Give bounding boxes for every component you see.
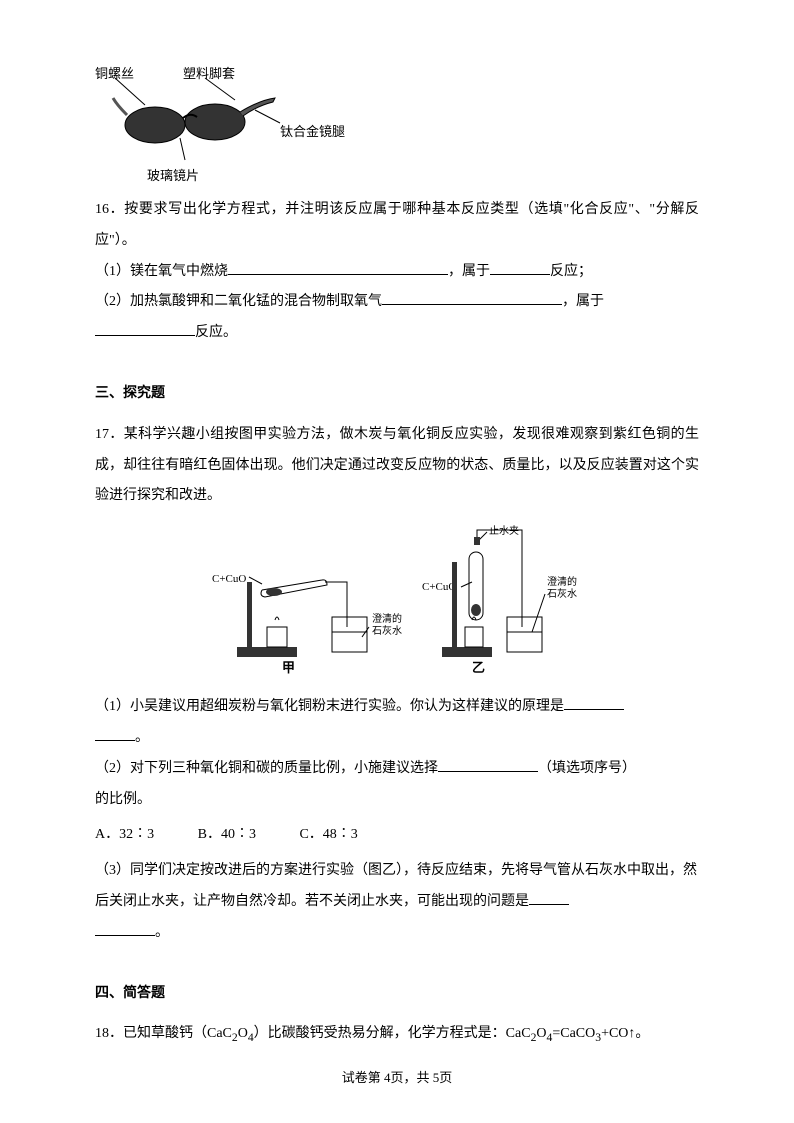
q17-sub2-text: （2）对下列三种氧化铜和碳的质量比例，小施建议选择: [95, 761, 438, 776]
glasses-diagram: 铜螺丝 塑料脚套 钛合金镜腿 玻璃镜片: [95, 60, 375, 180]
q17-stem: 17．某科学兴趣小组按图甲实验方法，做木炭与氧化铜反应实验，发现很难观察到紫红色…: [95, 420, 699, 512]
option-c[interactable]: C．48∶3: [299, 820, 357, 851]
page-footer: 试卷第 4页，共 5页: [0, 1064, 794, 1093]
diagram-label-limewater-1: 澄清的: [372, 612, 402, 625]
glasses-icon: [95, 60, 375, 180]
experiment-diagram: C+CuO 澄清的 石灰水 甲 止水夹 C+CuO: [207, 522, 587, 682]
q18-d: +CO↑。: [601, 1026, 649, 1041]
diagram-label-ccuo-2: C+CuO: [422, 581, 456, 593]
q16-sub2-line2: 反应。: [95, 318, 699, 349]
question-18: 18．已知草酸钙（CaC2O4）比碳酸钙受热易分解，化学方程式是：CaC2O4=…: [95, 1019, 699, 1050]
blank-input[interactable]: [382, 287, 562, 305]
diagram-label-limewater-1b: 石灰水: [372, 624, 402, 637]
blank-input[interactable]: [95, 918, 155, 936]
diagram-label-limewater-2b: 石灰水: [547, 587, 577, 600]
question-17: 17．某科学兴趣小组按图甲实验方法，做木炭与氧化铜反应实验，发现很难观察到紫红色…: [95, 420, 699, 949]
q16-sub2-mid: ，属于: [562, 294, 604, 309]
q17-sub3: （3）同学们决定按改进后的方案进行实验（图乙），待反应结束，先将导气管从石灰水中…: [95, 856, 699, 918]
blank-input[interactable]: [438, 754, 538, 772]
q16-sub1-end: 反应；: [550, 264, 592, 279]
q17-stem-text: 某科学兴趣小组按图甲实验方法，做木炭与氧化铜反应实验，发现很难观察到紫红色铜的生…: [95, 427, 699, 504]
question-16: 16．按要求写出化学方程式，并注明该反应属于哪种基本反应类型（选填"化合反应"、…: [95, 195, 699, 349]
q17-sub2-mid: （填选项序号）: [538, 761, 636, 776]
experiment-apparatus-icon: C+CuO 澄清的 石灰水 甲 止水夹 C+CuO: [207, 522, 587, 682]
q17-sub1-end: 。: [135, 730, 149, 745]
q18-b: ）比碳酸钙受热易分解，化学方程式是：CaC: [254, 1026, 531, 1041]
q16-sub2-end: 反应。: [195, 325, 237, 340]
blank-input[interactable]: [95, 318, 195, 336]
q17-sub2: （2）对下列三种氧化铜和碳的质量比例，小施建议选择 （填选项序号）: [95, 754, 699, 785]
q17-sub1-text: （1）小吴建议用超细炭粉与氧化铜粉末进行实验。你认为这样建议的原理是: [95, 699, 564, 714]
q17-sub1: （1）小吴建议用超细炭粉与氧化铜粉末进行实验。你认为这样建议的原理是: [95, 692, 699, 723]
q16-sub1-text: （1）镁在氧气中燃烧: [95, 264, 228, 279]
q18-o: O: [238, 1026, 248, 1041]
q16-stem-text: 按要求写出化学方程式，并注明该反应属于哪种基本反应类型（选填"化合反应"、"分解…: [95, 202, 699, 248]
q17-prefix: 17．: [95, 427, 124, 442]
blank-input[interactable]: [490, 257, 550, 275]
q17-sub1-line2: 。: [95, 723, 699, 754]
blank-input[interactable]: [95, 723, 135, 741]
option-b[interactable]: B．40∶3: [198, 820, 256, 851]
q18-c: =CaCO: [552, 1026, 595, 1041]
q17-sub3-text: （3）同学们决定按改进后的方案进行实验（图乙），待反应结束，先将导气管从石灰水中…: [95, 863, 697, 909]
q16-sub1: （1）镁在氧气中燃烧 ，属于 反应；: [95, 257, 699, 288]
q17-sub2-end: 的比例。: [95, 792, 151, 807]
q17-options: A．32∶3 B．40∶3 C．48∶3: [95, 820, 699, 851]
diagram-label-ccuo-1: C+CuO: [212, 573, 246, 585]
q16-sub2: （2）加热氯酸钾和二氧化锰的混合物制取氧气 ，属于: [95, 287, 699, 318]
q17-sub3-end: 。: [155, 925, 169, 940]
option-a[interactable]: A．32∶3: [95, 820, 154, 851]
section-3-title: 三、探究题: [95, 379, 699, 410]
diagram-label-jia: 甲: [282, 660, 295, 675]
q18-a: 已知草酸钙（CaC: [123, 1026, 232, 1041]
section-4-title: 四、简答题: [95, 979, 699, 1010]
q17-sub2-line2: 的比例。: [95, 785, 699, 816]
q16-sub2-text: （2）加热氯酸钾和二氧化锰的混合物制取氧气: [95, 294, 382, 309]
q16-prefix: 16．: [95, 202, 124, 217]
blank-input[interactable]: [529, 887, 569, 905]
q16-stem: 16．按要求写出化学方程式，并注明该反应属于哪种基本反应类型（选填"化合反应"、…: [95, 195, 699, 257]
diagram-label-limewater-2: 澄清的: [547, 575, 577, 588]
blank-input[interactable]: [564, 692, 624, 710]
q16-sub1-mid: ，属于: [448, 264, 490, 279]
diagram-label-yi: 乙: [472, 660, 485, 675]
blank-input[interactable]: [228, 257, 448, 275]
q18-stem: 18．已知草酸钙（CaC2O4）比碳酸钙受热易分解，化学方程式是：CaC2O4=…: [95, 1019, 699, 1050]
q17-sub3-line2: 。: [95, 918, 699, 949]
q18-o2: O: [536, 1026, 546, 1041]
q18-prefix: 18．: [95, 1026, 123, 1041]
